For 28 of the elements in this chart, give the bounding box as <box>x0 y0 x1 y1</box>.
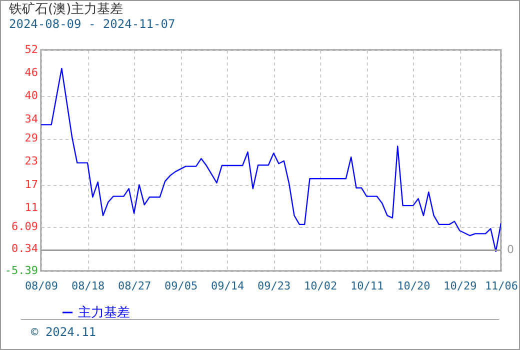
x-tick-label: 09/14 <box>211 280 244 292</box>
y-tick-label: 52 <box>24 43 38 56</box>
chart-title: 铁矿石(澳)主力基差 <box>8 1 124 17</box>
y-tick-label: 23 <box>24 154 38 168</box>
x-tick-label: 08/18 <box>71 280 105 292</box>
x-tick-label: 10/02 <box>304 280 338 292</box>
x-tick-label: 09/05 <box>164 280 198 292</box>
legend-label: 主力基差 <box>78 304 130 320</box>
y-tick-label: 46 <box>24 66 38 80</box>
line-series <box>41 68 501 252</box>
chart-subtitle: 2024-08-09 - 2024-11-07 <box>9 17 176 31</box>
x-tick-label: 08/27 <box>118 280 152 292</box>
y-tick-label: 6.09 <box>12 220 38 233</box>
text: © 2024.11 <box>31 325 96 339</box>
x-tick-label: 08/09 <box>24 280 58 292</box>
y-tick-label: 40 <box>24 89 38 102</box>
x-tick-label: 09/23 <box>258 280 291 292</box>
x-tick-label: 10/11 <box>350 280 384 292</box>
x-tick-label: 10/29 <box>444 280 477 292</box>
y-tick-label: 29 <box>24 132 38 145</box>
y-tick-label: 17 <box>24 178 38 191</box>
y-tick-label: -5.39 <box>4 264 38 277</box>
y-tick-label: 0.34 <box>12 242 38 255</box>
y-tick-label: 34 <box>24 112 38 126</box>
x-tick-label: 10/20 <box>397 280 430 292</box>
ref-line-label: 0 <box>507 243 514 256</box>
y-tick-label: 11 <box>24 200 38 214</box>
x-tick-label: 11/06 <box>484 280 518 292</box>
